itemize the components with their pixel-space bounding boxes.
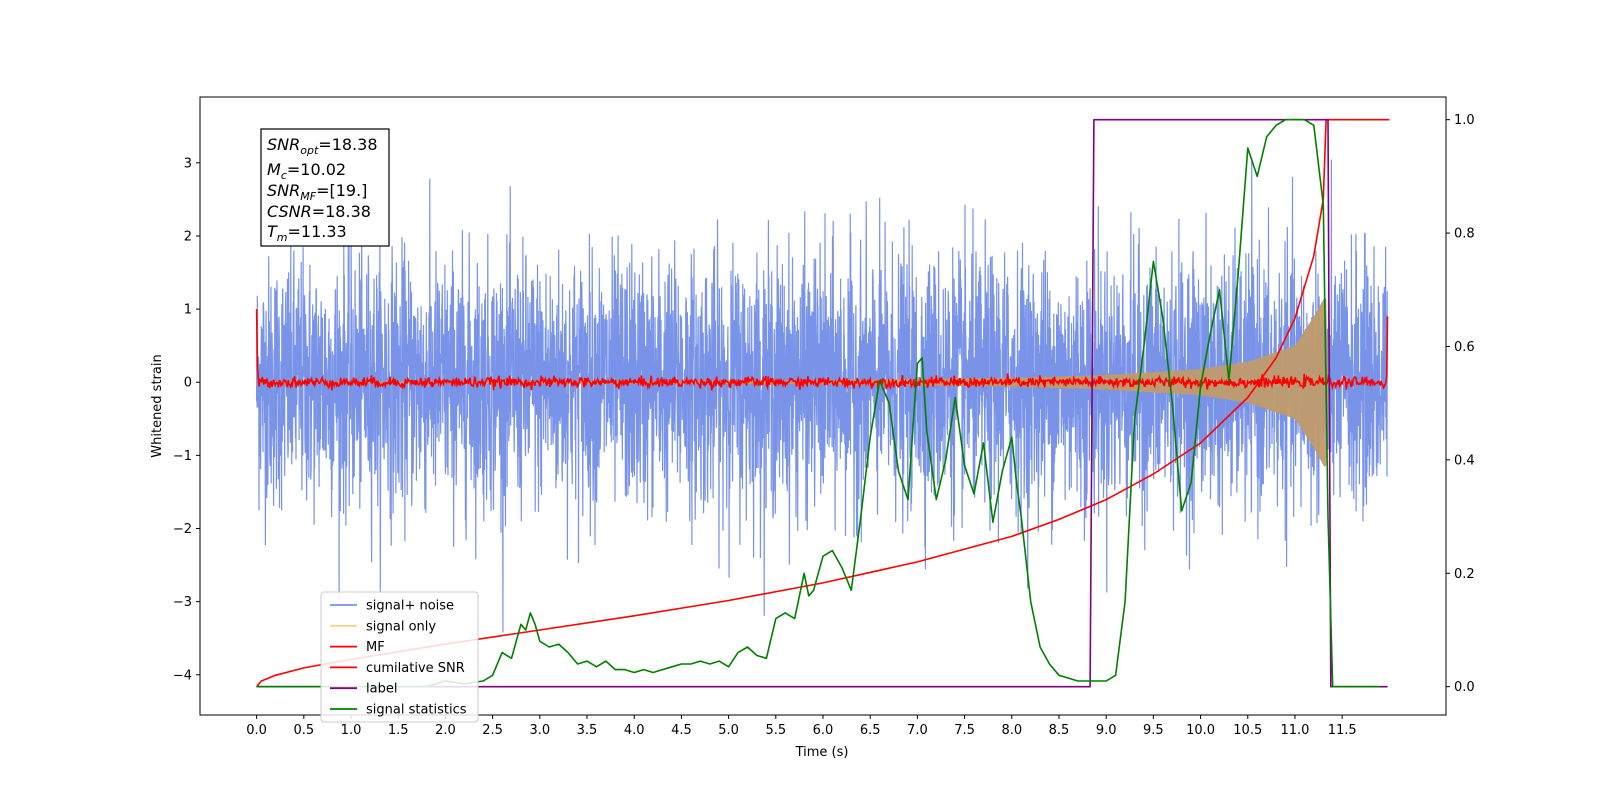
y-right-tick-label: 0.4 <box>1454 453 1475 468</box>
info-csnr: CSNR=18.38 <box>267 202 371 221</box>
info-mc: Mc=10.02 <box>267 160 346 182</box>
x-tick-label: 8.5 <box>1049 723 1070 738</box>
info-csnr-base: CSNR <box>267 202 312 221</box>
info-tm-value: =11.33 <box>288 222 347 241</box>
legend-frame <box>320 591 479 723</box>
series-mf <box>255 309 1389 391</box>
series-signal-only <box>256 297 1329 467</box>
y-right-tick-label: 0.6 <box>1454 340 1475 355</box>
info-snr-opt-base: SNR <box>267 135 300 154</box>
legend-label: signal statistics <box>366 703 467 718</box>
x-axis-title: Time (s) <box>795 745 849 760</box>
y-right-tick-label: 0.0 <box>1454 680 1475 695</box>
x-tick-label: 2.5 <box>482 723 503 738</box>
x-tick-label: 0.5 <box>293 723 314 738</box>
y-tick-label: 1 <box>184 303 192 318</box>
x-tick-label: 10.5 <box>1233 723 1262 738</box>
info-snr-opt: SNRopt=18.38 <box>267 135 378 157</box>
x-tick-label: 8.0 <box>1001 723 1022 738</box>
info-snr-opt-value: =18.38 <box>318 135 377 154</box>
x-tick-label: 10.0 <box>1186 723 1215 738</box>
info-snr-mf-base: SNR <box>267 181 300 200</box>
x-tick-label: 7.5 <box>954 723 975 738</box>
info-tm-base: T <box>267 222 278 241</box>
info-snr-opt-sub: opt <box>300 144 319 157</box>
x-tick-label: 6.5 <box>860 723 881 738</box>
x-tick-label: 9.0 <box>1096 723 1117 738</box>
x-tick-label: 3.0 <box>529 723 550 738</box>
x-tick-label: 0.0 <box>246 723 267 738</box>
info-box-frame <box>260 128 390 247</box>
y-tick-label: −3 <box>173 595 192 610</box>
y-right-tick-label: 0.2 <box>1454 567 1475 582</box>
legend-label: MF <box>366 640 385 655</box>
legend-label: signal only <box>366 619 436 634</box>
x-tick-label: 3.5 <box>577 723 598 738</box>
info-snr-mf-sub: MF <box>300 190 316 203</box>
x-tick-label: 9.5 <box>1143 723 1164 738</box>
y-tick-label: −2 <box>173 522 192 537</box>
x-tick-label: 6.0 <box>813 723 834 738</box>
info-snr-mf-value: =[19.] <box>316 181 367 200</box>
info-snr-mf: SNRMF=[19.] <box>267 181 367 203</box>
legend-label: signal+ noise <box>366 599 454 614</box>
y-tick-label: −1 <box>173 449 192 464</box>
info-tm: Tm=11.33 <box>267 222 347 244</box>
legend-label: label <box>366 682 397 697</box>
info-mc-sub: c <box>281 169 287 182</box>
x-tick-label: 1.5 <box>388 723 409 738</box>
y-axis-title: Whitened strain <box>150 354 165 457</box>
x-tick-label: 4.0 <box>624 723 645 738</box>
x-tick-label: 11.5 <box>1328 723 1357 738</box>
y-tick-label: 0 <box>184 376 192 391</box>
x-tick-label: 5.0 <box>718 723 739 738</box>
y-axis-left: 3 2 1 0 −1 −2 −3 −4 <box>173 156 200 683</box>
legend: signal+ noise signal only MF cumilative SNR… <box>320 591 479 723</box>
x-tick-label: 7.0 <box>907 723 928 738</box>
x-tick-label: 11.0 <box>1280 723 1309 738</box>
y-tick-label: 3 <box>184 156 192 171</box>
info-mc-base: M <box>267 160 281 179</box>
y-tick-label: −4 <box>173 668 192 683</box>
x-axis: 0.0 0.5 1.0 1.5 2.0 2.5 3.0 3.5 4.0 4.5 5.0 5.5 6.0 6… <box>246 715 1357 738</box>
series-signal-statistics <box>256 118 1380 688</box>
info-box: SNRopt=18.38 Mc=10.02 SNRMF=[19.] CSNR=1… <box>260 128 390 247</box>
y-right-tick-label: 0.8 <box>1454 227 1475 242</box>
y-axis-right: 1.0 0.8 0.6 0.4 0.2 0.0 <box>1446 113 1475 695</box>
legend-label: cumilative SNR <box>366 661 465 676</box>
x-tick-label: 5.5 <box>765 723 786 738</box>
info-csnr-value: =18.38 <box>312 202 371 221</box>
y-right-tick-label: 1.0 <box>1454 113 1475 128</box>
x-tick-label: 4.5 <box>671 723 692 738</box>
x-tick-label: 1.0 <box>341 723 362 738</box>
x-tick-label: 2.0 <box>435 723 456 738</box>
info-mc-value: =10.02 <box>287 160 346 179</box>
series-signal-noise <box>256 159 1389 633</box>
info-tm-sub: m <box>277 231 288 244</box>
y-tick-label: 2 <box>184 229 192 244</box>
